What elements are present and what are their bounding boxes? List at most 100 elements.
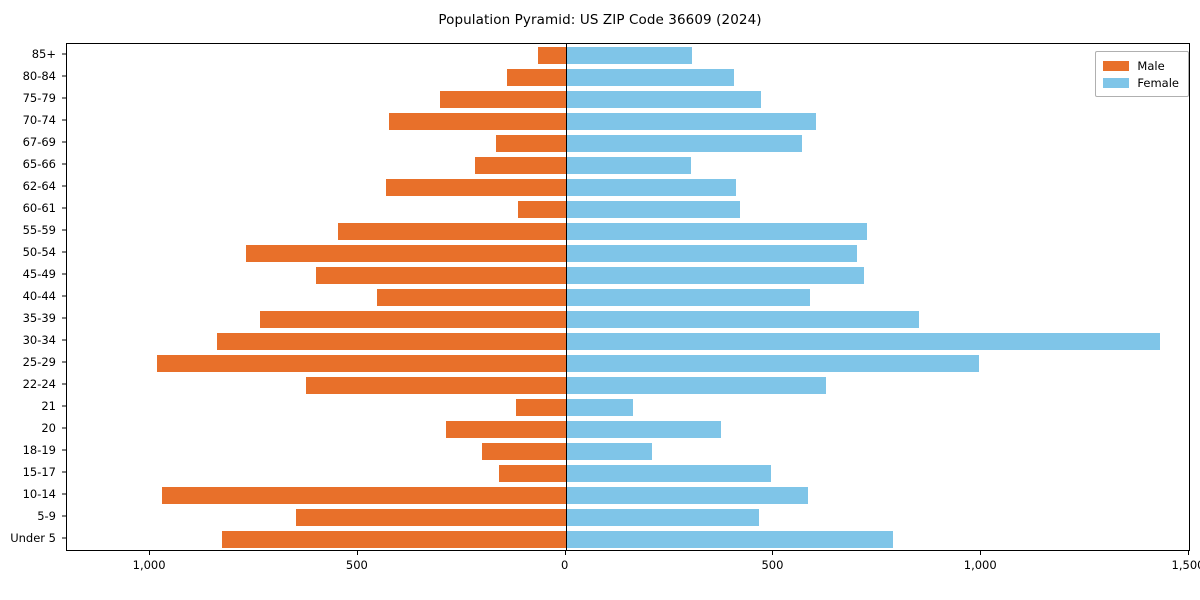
y-tick-label: 62-64 (22, 179, 56, 193)
bar-male (537, 46, 566, 64)
legend-swatch-female (1103, 77, 1130, 88)
y-axis: 85+ 80-84 75-79 70-74 67-69 65-66 62-64 60-61 55… (0, 43, 66, 551)
y-tick-label: 22-24 (22, 377, 56, 391)
bar-male (499, 464, 566, 482)
y-tick-label: 60-61 (22, 201, 56, 215)
y-tick-label: 55-59 (22, 223, 56, 237)
y-tick-label: 15-17 (22, 465, 56, 479)
y-tick-mark (62, 163, 66, 165)
y-tick-mark (62, 383, 66, 385)
bar-male (496, 134, 566, 152)
bar-female (565, 310, 919, 328)
y-tick-label: 85+ (31, 47, 56, 61)
x-tick-label: 1,000 (132, 558, 166, 572)
bar-female (565, 288, 810, 306)
bar-female (565, 200, 740, 218)
x-tick-label: 1,500 (1171, 558, 1200, 572)
chart-title: Population Pyramid: US ZIP Code 36609 (2… (438, 12, 762, 28)
y-tick-mark (62, 317, 66, 319)
legend-swatch-male (1103, 60, 1130, 71)
y-tick-mark (62, 471, 66, 473)
y-tick-mark (62, 493, 66, 495)
bar-male (481, 442, 566, 460)
bar-female (565, 398, 633, 416)
y-tick-mark (62, 449, 66, 451)
bar-male (222, 530, 566, 548)
bar-female (565, 178, 737, 196)
bar-female (565, 266, 865, 284)
y-tick-mark (62, 273, 66, 275)
y-tick-mark (62, 251, 66, 253)
y-tick-label: 35-39 (22, 311, 56, 325)
bar-male (376, 288, 566, 306)
bar-male (440, 90, 566, 108)
y-tick-mark (62, 427, 66, 429)
x-tick-mark (980, 551, 982, 555)
bar-male (295, 508, 566, 526)
x-tick-mark (772, 551, 774, 555)
bar-female (565, 156, 692, 174)
x-tick-label: 0 (560, 558, 569, 572)
bars-layer (67, 44, 1189, 550)
y-tick-mark (62, 185, 66, 187)
y-tick-mark (62, 53, 66, 55)
y-tick-mark (62, 515, 66, 517)
y-tick-label: 45-49 (22, 267, 56, 281)
y-tick-label: 5-9 (37, 509, 56, 523)
bar-male (162, 486, 566, 504)
zero-axis-line (565, 44, 567, 550)
bar-male (385, 178, 566, 196)
bar-male (507, 68, 566, 86)
bar-male (306, 376, 566, 394)
bar-male (316, 266, 566, 284)
bar-male (157, 354, 566, 372)
bar-female (565, 46, 693, 64)
y-tick-mark (62, 75, 66, 77)
bar-female (565, 332, 1161, 350)
legend-label-male: Male (1137, 58, 1165, 73)
y-tick-label: 10-14 (22, 487, 56, 501)
x-tick-label: 1,000 (963, 558, 997, 572)
bar-female (565, 68, 734, 86)
bar-male (259, 310, 566, 328)
y-tick-label: 80-84 (22, 69, 56, 83)
x-tick-mark (1188, 551, 1189, 555)
y-tick-mark (62, 339, 66, 341)
bar-female (565, 442, 652, 460)
bar-male (445, 420, 566, 438)
y-tick-label: 40-44 (22, 289, 56, 303)
bar-female (565, 244, 858, 262)
y-tick-label: 21 (41, 399, 56, 413)
bar-female (565, 420, 722, 438)
x-tick-mark (149, 551, 151, 555)
y-tick-label: 20 (41, 421, 56, 435)
bar-female (565, 508, 760, 526)
legend-label-female: Female (1137, 75, 1179, 90)
y-tick-label: Under 5 (10, 531, 56, 545)
y-tick-mark (62, 295, 66, 297)
y-tick-mark (62, 405, 66, 407)
y-tick-mark (62, 97, 66, 99)
bar-male (246, 244, 566, 262)
x-tick-label: 500 (761, 558, 784, 572)
plot-area (66, 43, 1190, 551)
x-tick-mark (564, 551, 566, 555)
x-axis: 1,000 500 0 500 1,000 1,500 (66, 551, 1200, 591)
bar-male (516, 398, 566, 416)
y-tick-label: 67-69 (22, 135, 56, 149)
bar-female (565, 530, 894, 548)
bar-male (389, 112, 566, 130)
y-tick-mark (62, 119, 66, 121)
bar-female (565, 90, 761, 108)
y-tick-label: 50-54 (22, 245, 56, 259)
y-tick-label: 70-74 (22, 113, 56, 127)
bar-male (518, 200, 566, 218)
legend-item-female: Female (1103, 74, 1179, 91)
chart-legend: Male Female (1095, 51, 1189, 97)
x-tick-label: 500 (345, 558, 368, 572)
y-tick-mark (62, 141, 66, 143)
bar-female (565, 134, 803, 152)
bar-female (565, 354, 980, 372)
y-tick-mark (62, 229, 66, 231)
